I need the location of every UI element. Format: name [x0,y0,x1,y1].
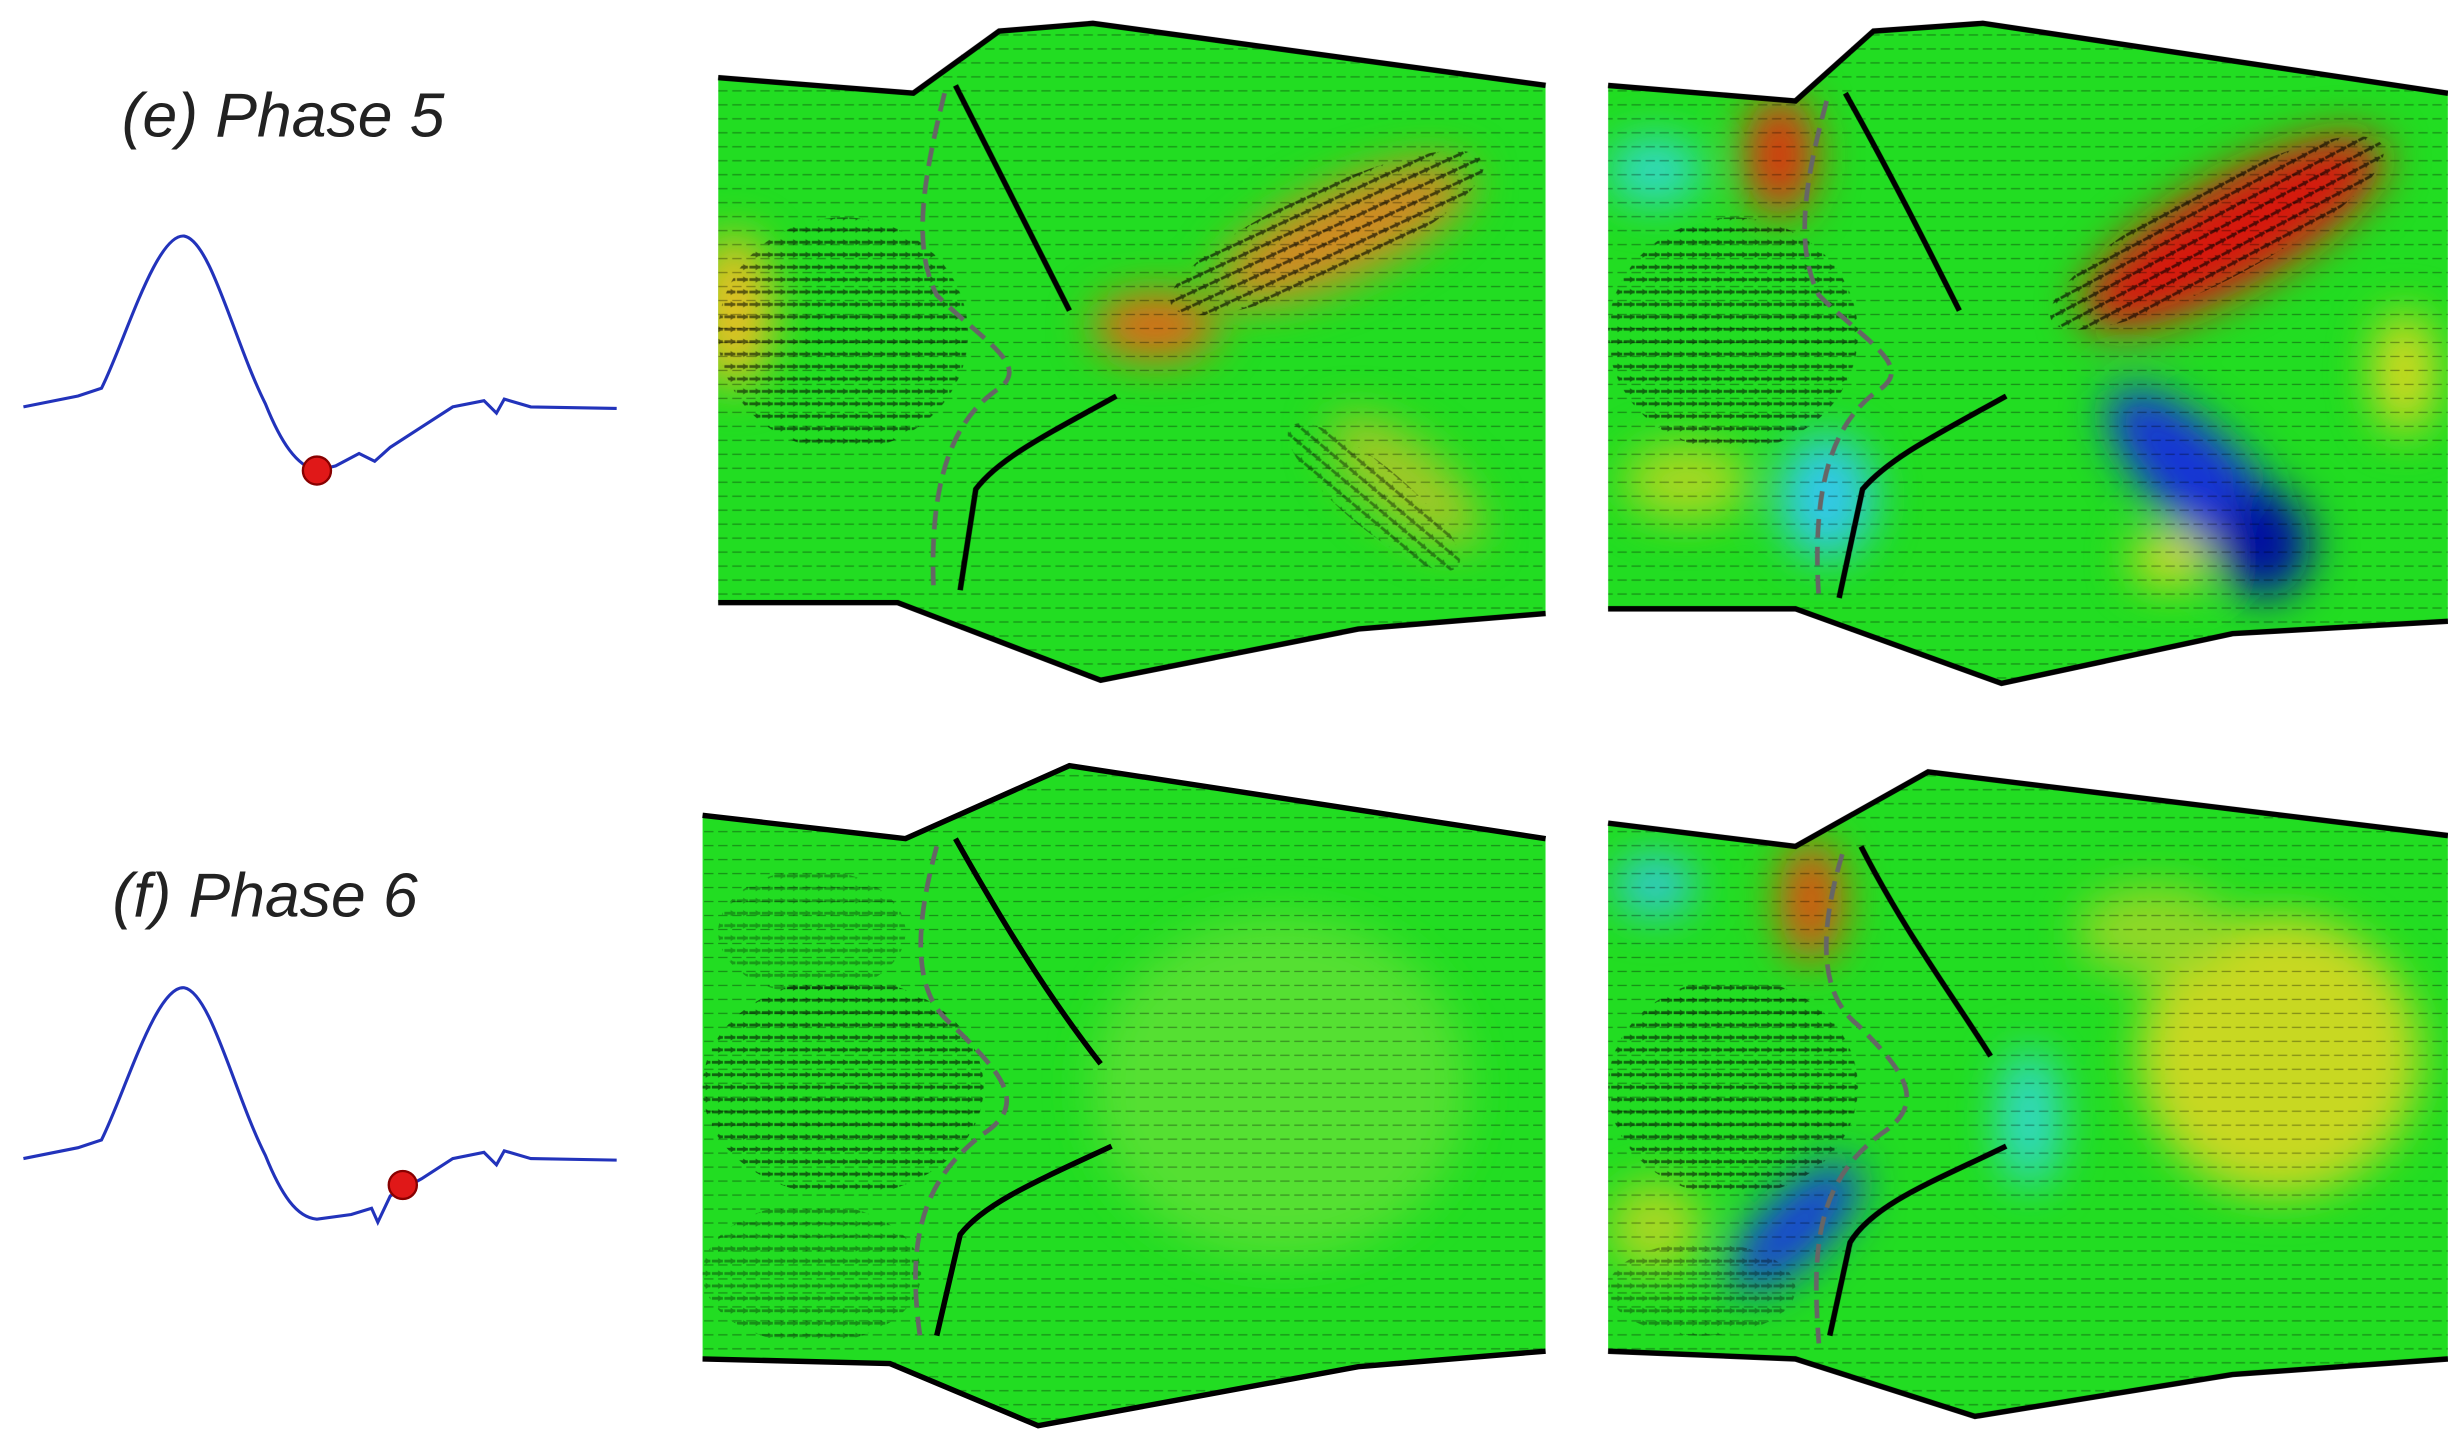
leaflet [1858,845,1993,1058]
leaflet [1842,91,1962,312]
leaflet-prev [920,92,1012,591]
wall [1607,20,2448,104]
flow-field [702,765,1546,1426]
wall [1607,1348,2448,1420]
leaflet [957,393,1118,591]
leaflet [934,1143,1113,1337]
waveform [23,986,617,1226]
wall [1607,769,2448,850]
vorticity-field [1608,23,2448,684]
leaflet [1836,393,2008,599]
leaflet [1827,1143,2008,1337]
leaflet-prev [1802,100,1894,599]
row-label: (f) Phase 6 [112,861,418,930]
leaflet [953,84,1072,312]
wall [1608,606,2448,687]
vorticity-field [1608,771,2448,1417]
wall [702,1348,1546,1429]
flow-field [718,23,1546,681]
phase-marker [301,455,333,486]
wall [718,599,1546,684]
row-label: (e) Phase 5 [122,82,445,151]
leaflet-prev [1813,853,1910,1344]
waveform [23,234,617,473]
wall [702,762,1547,842]
leaflet [953,837,1103,1066]
wall [717,20,1546,96]
phase-marker [387,1169,419,1201]
